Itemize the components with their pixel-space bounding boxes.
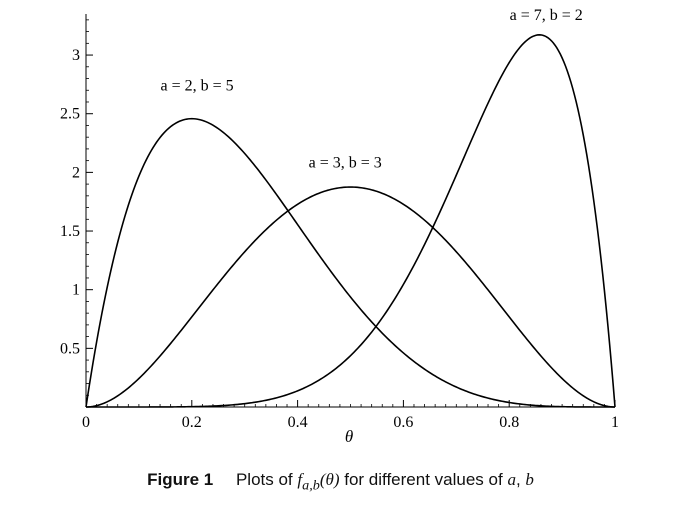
series-line xyxy=(85,186,616,408)
curves xyxy=(85,34,616,408)
y-tick-label: 2.5 xyxy=(60,106,80,123)
figure-caption: Figure 1 Plots of fa,b(θ) for different … xyxy=(0,470,681,494)
caption-text-after: for different values of xyxy=(344,470,503,489)
series-line xyxy=(85,117,615,408)
y-tick-label: 3 xyxy=(72,47,80,64)
series-line xyxy=(86,34,616,408)
y-tick-label: 1 xyxy=(72,282,80,299)
x-tick-label: 0.2 xyxy=(182,414,202,431)
figure-label: Figure 1 xyxy=(147,470,214,489)
x-tick-label: 1 xyxy=(611,414,619,431)
caption-subscript: a,b xyxy=(302,477,320,494)
caption-text-before: Plots of xyxy=(235,470,293,489)
caption-var-b: b xyxy=(525,470,534,489)
x-tick-label: 0.4 xyxy=(288,414,308,431)
x-tick-label: 0.6 xyxy=(393,414,413,431)
caption-var-a: a xyxy=(507,470,516,489)
caption-argument: (θ) xyxy=(319,470,340,489)
y-tick-label: 0.5 xyxy=(60,340,80,357)
y-tick-label: 1.5 xyxy=(60,223,80,240)
y-tick-label: 2 xyxy=(72,164,80,181)
curve-labels: a = 2, b = 5 a = 3, b = 3 a = 7, b = 2 xyxy=(161,7,583,172)
series-label: a = 7, b = 2 xyxy=(510,7,583,24)
beta-density-plot: 0 0.2 0.4 0.6 0.8 10.511.522.53 a = 2, b = 5a… xyxy=(60,7,619,446)
x-tick-label: 0.8 xyxy=(499,414,519,431)
caption-function-symbol: f xyxy=(297,470,303,489)
x-axis-label: θ xyxy=(345,427,353,446)
series-label: a = 3, b = 3 xyxy=(309,155,382,172)
caption-separator: , xyxy=(515,470,521,489)
axes xyxy=(85,14,615,408)
ticks: 0 0.2 0.4 0.6 0.8 1 0.5 1 1.5 2 2.5 3 xyxy=(60,19,619,431)
x-tick-label: 0 xyxy=(82,414,90,431)
series-label: a = 2, b = 5 xyxy=(161,77,234,94)
